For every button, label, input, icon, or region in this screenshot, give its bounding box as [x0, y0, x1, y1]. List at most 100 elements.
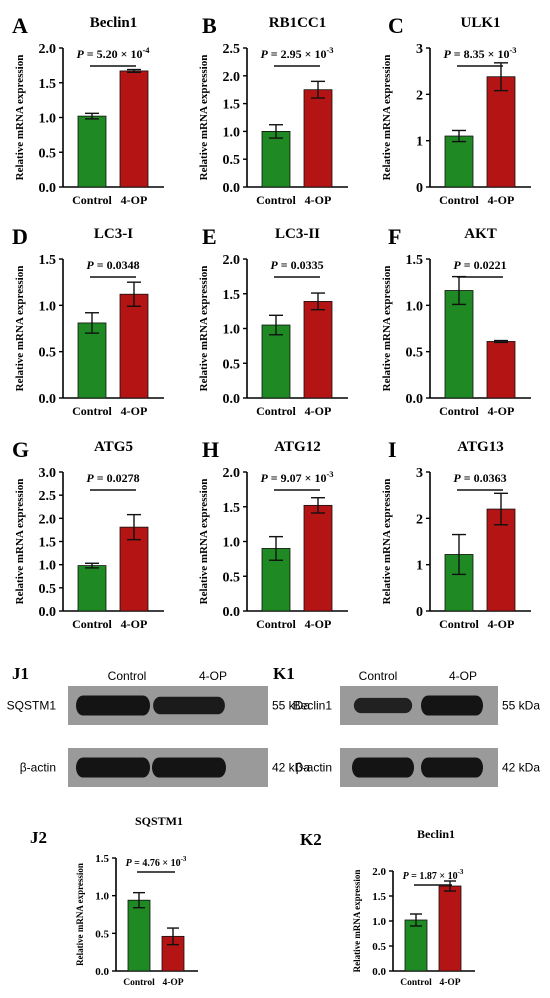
p-value-text: = 8.35 × 10 — [451, 47, 510, 61]
p-value-label: P = 9.07 × 10-3 — [260, 469, 333, 485]
bar-treated — [438, 885, 462, 972]
y-tick-label: 2.5 — [39, 489, 57, 504]
chart-panel-d: D LC3-I 0.0 0.5 1.0 1.5 Relative mRNA expressi… — [12, 224, 164, 418]
y-tick-label: 2.5 — [223, 42, 241, 57]
p-symbol: P — [260, 47, 268, 61]
y-tick-label: 0.5 — [223, 357, 241, 372]
bar-treated — [303, 89, 333, 188]
y-tick-label: 2.0 — [39, 42, 57, 57]
blot-size-label: 42 kDa — [502, 761, 540, 775]
x-category-label: 4-OP — [488, 193, 515, 207]
y-tick-label: 0 — [416, 605, 423, 620]
y-axis-label: Relative mRNA expression — [198, 479, 210, 605]
p-symbol: P — [260, 471, 268, 485]
blot-band — [421, 695, 483, 716]
x-category-label: 4-OP — [121, 404, 148, 418]
y-tick-label: 1.5 — [372, 891, 386, 903]
x-category-label: 4-OP — [305, 193, 332, 207]
blot-column-label: 4-OP — [449, 669, 477, 683]
bar-control — [77, 115, 107, 188]
p-value-label: P = 0.0221 — [453, 258, 506, 272]
x-category-label: Control — [400, 978, 432, 988]
p-value-text: = 5.20 × 10 — [84, 47, 143, 61]
blot-band — [353, 697, 413, 714]
panel-letter: K2 — [300, 830, 322, 849]
y-tick-label: 1.5 — [406, 253, 424, 268]
p-value-label: P = 8.35 × 10-3 — [443, 45, 516, 61]
y-tick-label: 1.0 — [39, 112, 57, 127]
p-value-text: = 9.07 × 10 — [268, 471, 327, 485]
chart-title: ATG5 — [94, 439, 133, 455]
x-category-label: Control — [256, 617, 296, 631]
y-tick-label: 0.0 — [223, 392, 241, 407]
y-tick-label: 0.5 — [372, 941, 386, 953]
y-tick-label: 0.0 — [39, 605, 57, 620]
bar-control — [444, 135, 474, 188]
p-value-label: P = 5.20 × 10-4 — [76, 45, 150, 61]
bar-control — [261, 130, 291, 188]
y-axis-label: Relative mRNA expression — [14, 479, 26, 605]
p-value-text: = 0.0278 — [94, 471, 140, 485]
x-category-label: Control — [72, 617, 112, 631]
p-value-label: P = 0.0348 — [86, 258, 139, 272]
x-category-label: Control — [72, 404, 112, 418]
y-tick-label: 0.0 — [223, 605, 241, 620]
y-tick-label: 0.5 — [39, 146, 57, 161]
p-symbol: P — [453, 258, 461, 272]
x-category-label: Control — [439, 193, 479, 207]
chart-panel-h: H ATG12 0.0 0.5 1.0 1.5 2.0 Relative mRNA expre… — [198, 437, 348, 631]
y-tick-label: 0.0 — [223, 181, 241, 196]
y-tick-label: 1.0 — [39, 299, 57, 314]
y-tick-label: 2.0 — [223, 466, 241, 481]
panel-letter: J2 — [30, 828, 47, 847]
y-tick-label: 1.0 — [39, 559, 57, 574]
p-symbol: P — [126, 858, 133, 869]
chart-title: ULK1 — [460, 15, 500, 31]
blot-column-label: 4-OP — [199, 669, 227, 683]
chart-title: LC3-I — [94, 226, 133, 242]
bar-control — [444, 290, 474, 399]
panel-letter: F — [388, 224, 401, 249]
p-symbol: P — [270, 258, 278, 272]
x-category-label: 4-OP — [305, 404, 332, 418]
p-value-exponent: -3 — [509, 45, 516, 55]
y-tick-label: 0.0 — [95, 966, 109, 978]
y-axis-label: Relative mRNA expression — [381, 55, 393, 181]
y-tick-label: 1.0 — [95, 891, 109, 903]
p-value-text: = 2.95 × 10 — [268, 47, 327, 61]
x-category-label: 4-OP — [121, 193, 148, 207]
y-tick-label: 1.5 — [223, 501, 241, 516]
p-symbol: P — [86, 471, 94, 485]
x-category-label: 4-OP — [488, 404, 515, 418]
chart-title: ATG12 — [274, 439, 320, 455]
bar-treated — [303, 300, 333, 399]
y-axis-label: Relative mRNA expression — [75, 863, 85, 966]
p-value-label: P = 0.0363 — [453, 471, 506, 485]
y-tick-label: 0 — [416, 181, 423, 196]
p-value-label: P = 0.0278 — [86, 471, 139, 485]
y-axis-label: Relative mRNA expression — [198, 266, 210, 392]
y-axis-label: Relative mRNA expression — [198, 55, 210, 181]
panel-letter: C — [388, 13, 404, 38]
bar-treated — [303, 504, 333, 612]
bar-control — [77, 322, 107, 399]
bar-treated — [119, 526, 149, 612]
y-tick-label: 0.5 — [39, 346, 57, 361]
chart-panel-a: A Beclin1 0.0 0.5 1.0 1.5 2.0 Relative mRNA exp… — [12, 13, 164, 207]
bar-control — [261, 324, 291, 399]
y-tick-label: 1.0 — [406, 299, 424, 314]
panel-letter: H — [202, 437, 219, 462]
p-value-text: = 0.0221 — [461, 258, 507, 272]
y-tick-label: 1.5 — [95, 853, 109, 865]
blot-size-label: 55 kDa — [272, 699, 310, 713]
blot-band — [76, 757, 150, 778]
chart-panel-i: I ATG13 0 1 2 3 Relative mRNA expression Contro… — [381, 437, 531, 631]
chart-panel-k2: K2 Beclin1 0.0 0.5 1.0 1.5 2.0 Relative mRNA ex… — [300, 827, 475, 988]
y-tick-label: 0.0 — [39, 181, 57, 196]
bar-control — [404, 919, 428, 972]
y-tick-label: 2.0 — [39, 512, 57, 527]
bar-treated — [119, 70, 149, 188]
chart-panel-e: E LC3-II 0.0 0.5 1.0 1.5 2.0 Relative mRNA expr… — [198, 224, 348, 418]
